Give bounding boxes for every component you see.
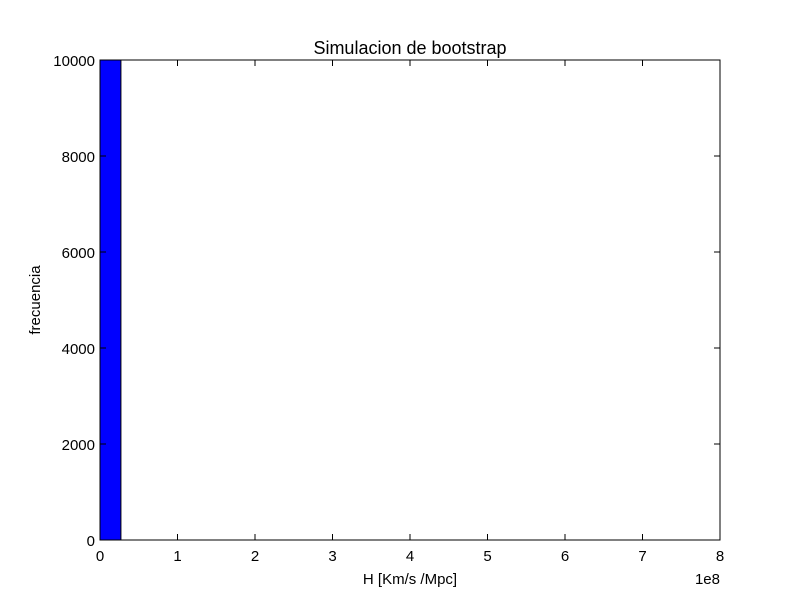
x-tick-label-5: 5 [483,548,491,565]
histogram-bar-0 [99,59,122,541]
bars-layer [99,59,122,541]
chart-title: Simulacion de bootstrap [313,38,506,58]
x-tick-label-3: 3 [328,548,336,565]
y-tick-label-4: 8000 [62,149,95,166]
x-axis-offset-text: 1e8 [695,571,720,588]
y-tick-label-3: 6000 [62,245,95,262]
x-axis-label: H [Km/s /Mpc] [363,571,457,588]
y-tick-label-2: 4000 [62,341,95,358]
y-tick-label-1: 2000 [62,437,95,454]
x-tick-label-6: 6 [561,548,569,565]
y-tick-label-5: 10000 [53,53,95,70]
x-tick-label-4: 4 [406,548,414,565]
ticks-layer: 0 1 2 3 4 5 6 7 8 0 2000 4000 6000 8000 10000 [53,53,724,565]
y-axis-label: frecuencia [27,265,44,335]
x-tick-label-0: 0 [96,548,104,565]
x-tick-label-2: 2 [251,548,259,565]
x-tick-label-1: 1 [173,548,181,565]
x-tick-label-8: 8 [716,548,724,565]
x-tick-label-7: 7 [638,548,646,565]
y-tick-label-0: 0 [87,533,95,550]
